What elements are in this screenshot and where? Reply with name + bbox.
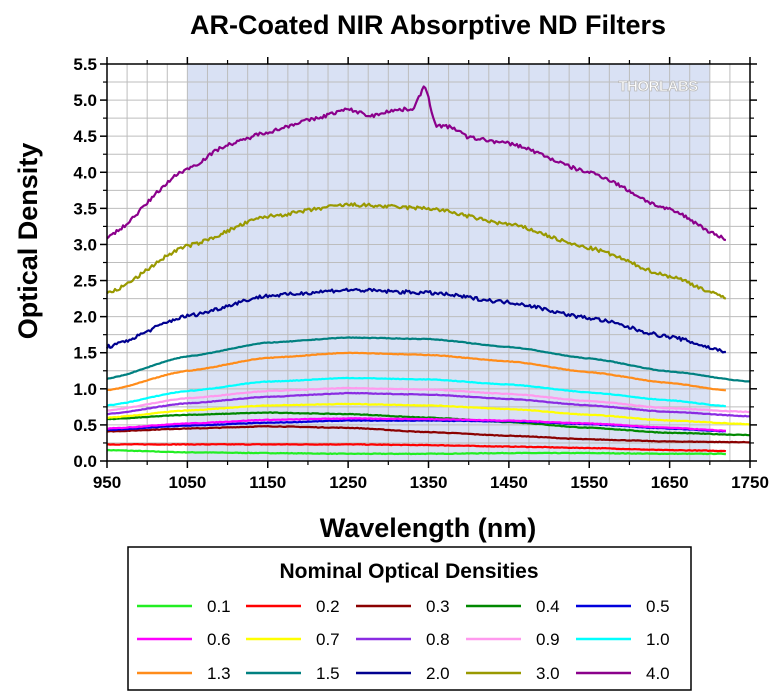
watermark-logo: THORLABS — [618, 78, 698, 95]
legend-label: 1.0 — [646, 630, 670, 649]
y-tick-label: 0.0 — [73, 452, 97, 471]
series-line-1.5 — [106, 336, 750, 383]
x-tick-label: 1650 — [651, 473, 689, 492]
legend-item-0.2: 0.2 — [246, 597, 340, 616]
x-tick-label: 1750 — [731, 473, 769, 492]
x-tick-label: 950 — [93, 473, 121, 492]
legend-item-0.7: 0.7 — [246, 630, 340, 649]
legend-label: 0.6 — [207, 630, 231, 649]
legend-item-1.0: 1.0 — [576, 630, 670, 649]
legend-label: 0.4 — [536, 597, 560, 616]
legend-label: 0.2 — [316, 597, 340, 616]
series-line-0.4 — [106, 411, 750, 437]
x-tick-label: 1050 — [168, 473, 206, 492]
y-tick-label: 4.5 — [73, 127, 97, 146]
series-line-0.8 — [106, 391, 751, 418]
y-tick-label: 1.0 — [73, 380, 97, 399]
legend-label: 1.5 — [316, 664, 340, 683]
x-tick-label: 1550 — [570, 473, 608, 492]
y-tick-label: 2.0 — [73, 308, 97, 327]
chart-title: AR-Coated NIR Absorptive ND Filters — [190, 10, 666, 40]
legend-label: 0.7 — [316, 630, 340, 649]
y-tick-label: 1.5 — [73, 344, 97, 363]
legend-label: 0.9 — [536, 630, 560, 649]
series-line-0.3 — [106, 425, 751, 444]
series-line-0.7 — [106, 402, 751, 426]
y-tick-label: 5.5 — [73, 55, 97, 74]
y-tick-label: 0.5 — [73, 416, 97, 435]
series-line-2.0 — [105, 287, 726, 354]
y-tick-label: 3.0 — [73, 235, 97, 254]
legend-item-0.9: 0.9 — [466, 630, 560, 649]
legend-label: 4.0 — [646, 664, 670, 683]
legend-item-0.6: 0.6 — [137, 630, 231, 649]
x-axis-title: Wavelength (nm) — [320, 513, 537, 543]
series-line-1.3 — [106, 351, 726, 392]
legend-label: 0.3 — [426, 597, 450, 616]
y-tick-label: 5.0 — [73, 91, 97, 110]
x-tick-label: 1250 — [329, 473, 367, 492]
y-tick-label: 3.5 — [73, 199, 97, 218]
legend-item-0.5: 0.5 — [576, 597, 670, 616]
legend-item-3.0: 3.0 — [466, 664, 560, 683]
legend-label: 0.8 — [426, 630, 450, 649]
y-axis-title: Optical Density — [13, 143, 43, 340]
legend-item-4.0: 4.0 — [576, 664, 670, 683]
series-line-0.6 — [106, 417, 727, 432]
legend-label: 3.0 — [536, 664, 560, 683]
legend-item-0.4: 0.4 — [466, 597, 560, 616]
legend-item-1.3: 1.3 — [137, 664, 231, 683]
x-tick-label: 1350 — [410, 473, 448, 492]
series-line-0.9 — [106, 386, 751, 414]
legend-title: Nominal Optical Densities — [279, 560, 538, 583]
legend-label: 2.0 — [426, 664, 450, 683]
series-line-0.2 — [107, 443, 727, 453]
y-tick-label: 2.5 — [73, 272, 97, 291]
series-line-0.1 — [106, 448, 726, 456]
legend-item-0.3: 0.3 — [356, 597, 450, 616]
legend-item-0.1: 0.1 — [137, 597, 231, 616]
x-tick-label: 1150 — [249, 473, 286, 492]
legend-item-2.0: 2.0 — [356, 664, 450, 683]
legend-box — [127, 546, 692, 691]
series-line-3.0 — [106, 202, 727, 300]
x-tick-label: 1450 — [490, 473, 528, 492]
legend-label: 1.3 — [207, 664, 231, 683]
legend-label: 0.1 — [207, 597, 231, 616]
legend: Nominal Optical Densities 0.1 0.2 0.3 0.4 0.… — [127, 546, 692, 691]
series-line-4.0 — [106, 85, 727, 242]
plot-area: THORLABS 950 1050 1150 1250 1350 1450 1550 1650 1… — [73, 55, 769, 492]
legend-label: 0.5 — [646, 597, 670, 616]
y-tick-label: 4.0 — [73, 163, 97, 182]
legend-item-0.8: 0.8 — [356, 630, 450, 649]
series-line-1.0 — [106, 376, 726, 408]
legend-item-1.5: 1.5 — [246, 664, 340, 683]
